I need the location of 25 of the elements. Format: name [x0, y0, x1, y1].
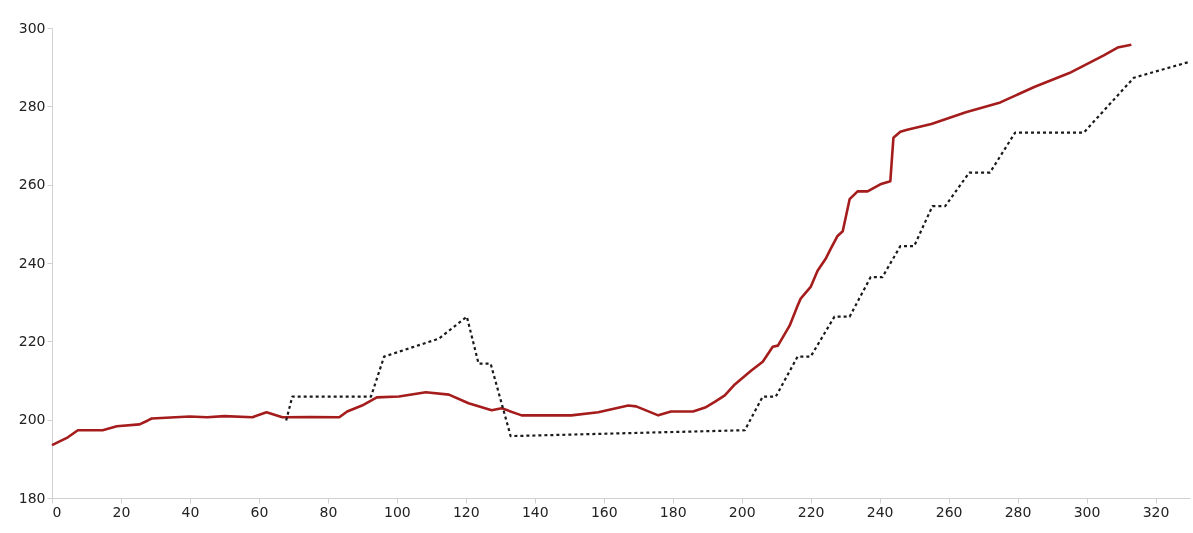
y-tick-label: 180: [18, 489, 46, 506]
x-tick-label: 80: [319, 503, 338, 520]
y-tick-label: 280: [18, 97, 46, 114]
y-tick-label: 260: [18, 176, 46, 193]
x-tick-label: 20: [112, 503, 131, 520]
x-tick-label: 180: [659, 503, 687, 520]
x-tick-label: 60: [250, 503, 269, 520]
y-tick-label: 300: [18, 19, 46, 36]
x-tick-label: 260: [935, 503, 963, 520]
x-tick-label: 240: [866, 503, 894, 520]
x-tick-label: 320: [1142, 503, 1170, 520]
y-tick-label: 220: [18, 332, 46, 349]
x-tick-label: 120: [452, 503, 480, 520]
x-tick-label: 200: [728, 503, 756, 520]
line-series: [50, 43, 1133, 447]
x-tick-label: 160: [590, 503, 618, 520]
y-tick-label: 200: [18, 411, 46, 428]
x-tick-label: 100: [383, 503, 411, 520]
x-tick-label: 220: [797, 503, 825, 520]
x-tick-label: 140: [521, 503, 549, 520]
x-tick-label: 280: [1004, 503, 1032, 520]
x-tick-label: 40: [181, 503, 200, 520]
x-tick-label: 0: [52, 503, 62, 520]
y-tick-label: 240: [18, 254, 46, 271]
x-tick-label: 300: [1073, 503, 1101, 520]
